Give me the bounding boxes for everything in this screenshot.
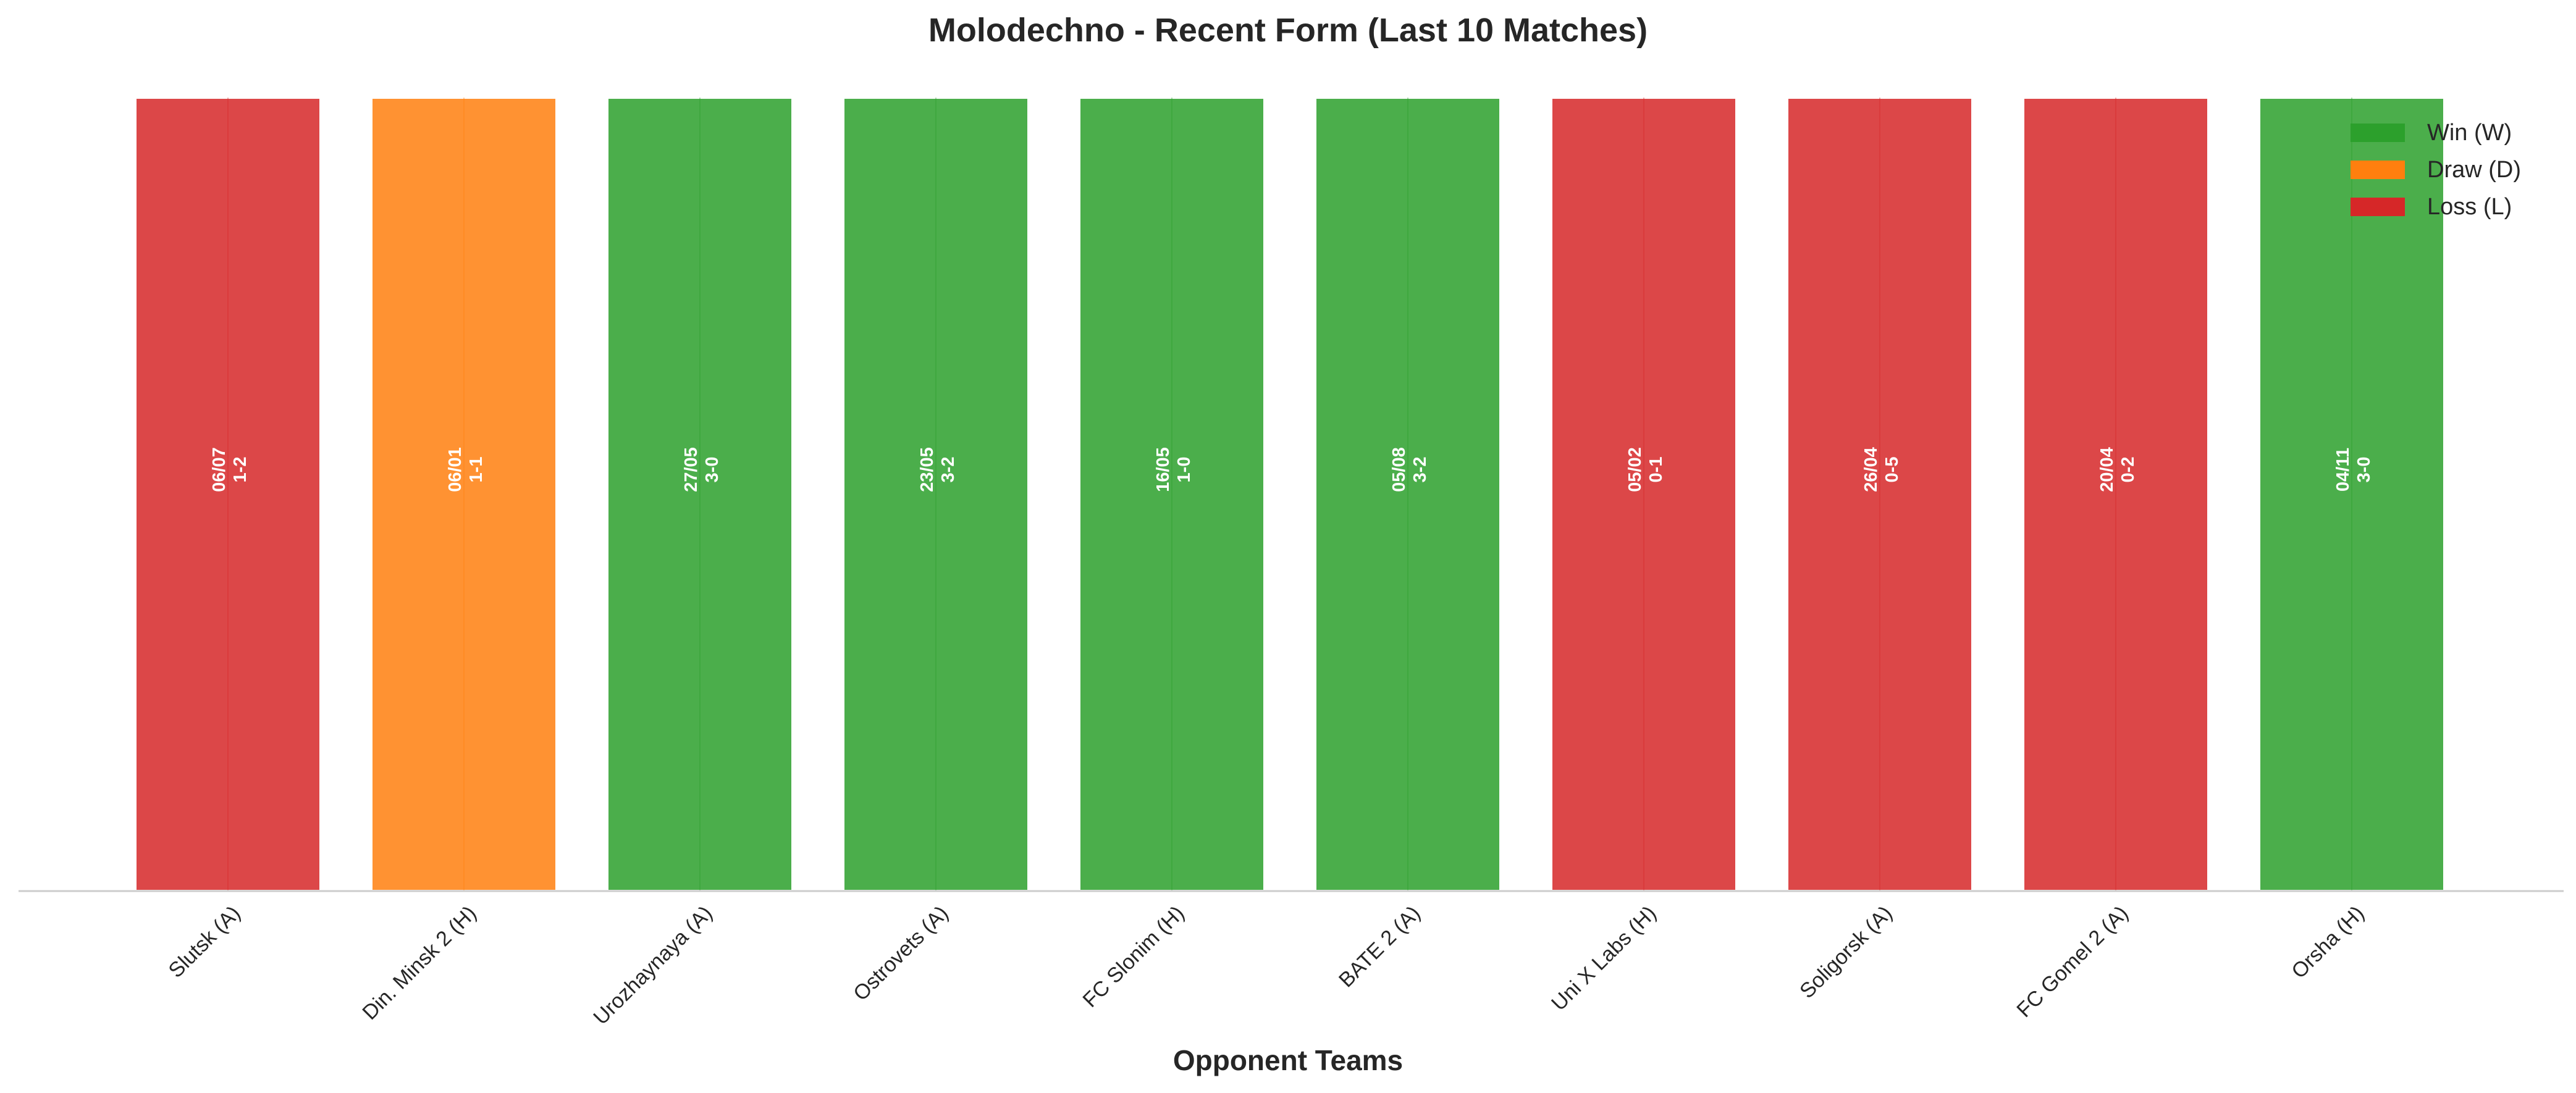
legend-label-loss: Loss (L) (2427, 193, 2512, 220)
bar-label: 27/053-0 (681, 447, 722, 492)
bar-label-date: 05/02 (1625, 447, 1645, 492)
x-tick-label: Urozhaynaya (A) (589, 902, 717, 1029)
x-tick-label: Uni X Labs (H) (1547, 902, 1661, 1016)
bar-label: 05/020-1 (1625, 447, 1666, 492)
legend-entry-draw: Draw (D) (2351, 151, 2521, 188)
bar-label: 06/071-2 (209, 447, 250, 492)
bar-label-date: 20/04 (2097, 447, 2117, 492)
bar-label-date: 06/01 (445, 447, 465, 492)
chart-title: Molodechno - Recent Form (Last 10 Matche… (928, 12, 1648, 49)
bar-label-score: 3-2 (1410, 457, 1430, 483)
bar-label: 16/051-0 (1153, 447, 1194, 492)
bar-label-date: 27/05 (681, 447, 701, 492)
legend-label-win: Win (W) (2427, 119, 2512, 146)
bar-label-date: 23/05 (917, 447, 937, 492)
x-tick-label: Ostrovets (A) (849, 902, 953, 1005)
bar-label-score: 3-0 (702, 457, 722, 483)
legend-swatch-win (2351, 124, 2405, 142)
bar-label: 23/053-2 (917, 447, 958, 492)
bar-label-score: 1-2 (230, 457, 250, 483)
bar-label: 26/040-5 (1861, 447, 1902, 492)
legend-entry-loss: Loss (L) (2351, 188, 2521, 225)
x-axis-label: Opponent Teams (1172, 1044, 1404, 1076)
bar-label-score: 1-0 (1174, 457, 1194, 483)
legend: Win (W) Draw (D) Loss (L) (2351, 114, 2521, 225)
bar-label-date: 16/05 (1153, 447, 1173, 492)
bar-label-score: 3-0 (2354, 457, 2374, 483)
bar-label: 05/083-2 (1389, 447, 1430, 492)
bar-label-score: 0-1 (1646, 457, 1666, 483)
bar-label-date: 05/08 (1389, 447, 1409, 492)
bar-label-score: 0-5 (1882, 457, 1902, 483)
x-tick-label: Din. Minsk 2 (H) (358, 902, 481, 1024)
legend-swatch-loss (2351, 198, 2405, 216)
x-tick-label: BATE 2 (A) (1334, 902, 1425, 992)
bar-label-score: 0-2 (2118, 457, 2138, 483)
bar-label-date: 04/11 (2333, 448, 2353, 492)
x-tick-label: FC Gomel 2 (A) (2012, 902, 2132, 1022)
bar-label-date: 06/07 (209, 447, 229, 492)
legend-entry-win: Win (W) (2351, 114, 2521, 151)
x-tick-label: Soligorsk (A) (1795, 902, 1896, 1003)
legend-swatch-draw (2351, 161, 2405, 179)
bar-label-date: 26/04 (1861, 447, 1881, 492)
x-tick-label: Orsha (H) (2287, 902, 2368, 983)
bar-label: 04/113-0 (2333, 448, 2374, 492)
bar-label-score: 1-1 (466, 457, 486, 483)
bar-label: 20/040-2 (2097, 447, 2138, 492)
x-tick-label: Slutsk (A) (164, 902, 245, 982)
bar-label: 06/011-1 (445, 447, 486, 492)
bar-label-score: 3-2 (938, 457, 958, 483)
x-tick-label: FC Slonim (H) (1079, 902, 1189, 1012)
legend-label-draw: Draw (D) (2427, 156, 2521, 183)
